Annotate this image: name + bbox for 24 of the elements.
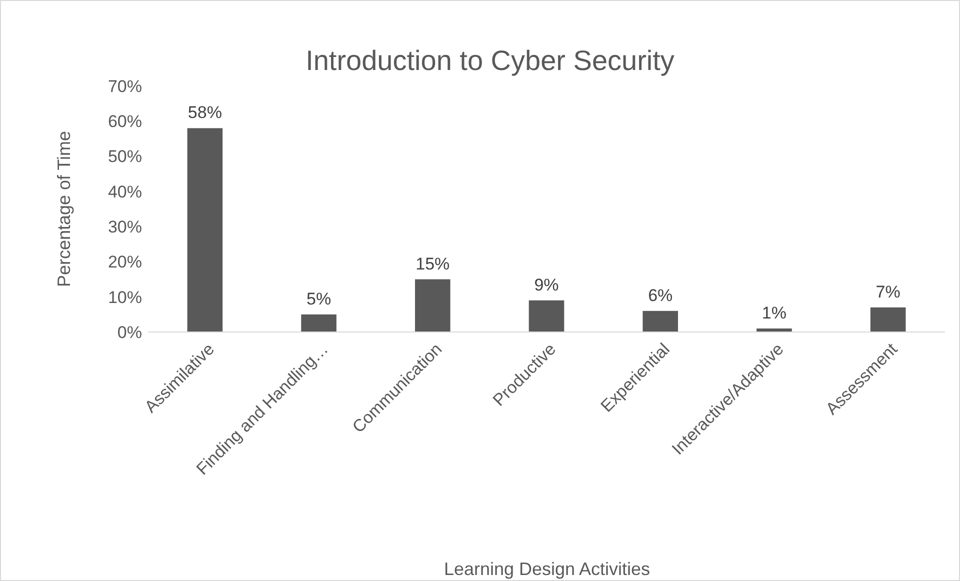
data-label: 6% — [648, 286, 673, 305]
data-label: 9% — [534, 275, 559, 294]
chart-title: Introduction to Cyber Security — [306, 45, 674, 76]
data-label: 58% — [188, 103, 222, 122]
y-tick-label: 30% — [108, 218, 142, 237]
data-label: 7% — [876, 282, 900, 302]
bar — [414, 279, 450, 332]
x-axis-title: Learning Design Activities — [444, 559, 650, 579]
y-tick-label: 40% — [108, 182, 142, 202]
y-tick-label: 0% — [117, 322, 142, 342]
bar — [642, 310, 678, 332]
data-label: 1% — [762, 303, 787, 322]
data-label: 5% — [306, 289, 332, 308]
y-tick-label: 20% — [108, 252, 142, 272]
bar — [870, 307, 906, 332]
bar — [187, 128, 223, 332]
bar — [528, 300, 564, 332]
y-tick-label: 60% — [108, 112, 142, 132]
bar — [301, 314, 336, 332]
y-tick-label: 10% — [108, 288, 142, 307]
data-label: 15% — [416, 254, 450, 274]
y-tick-label: 70% — [108, 76, 142, 96]
y-axis-title: Percentage of Time — [54, 130, 74, 288]
y-tick-label: 50% — [108, 147, 142, 166]
